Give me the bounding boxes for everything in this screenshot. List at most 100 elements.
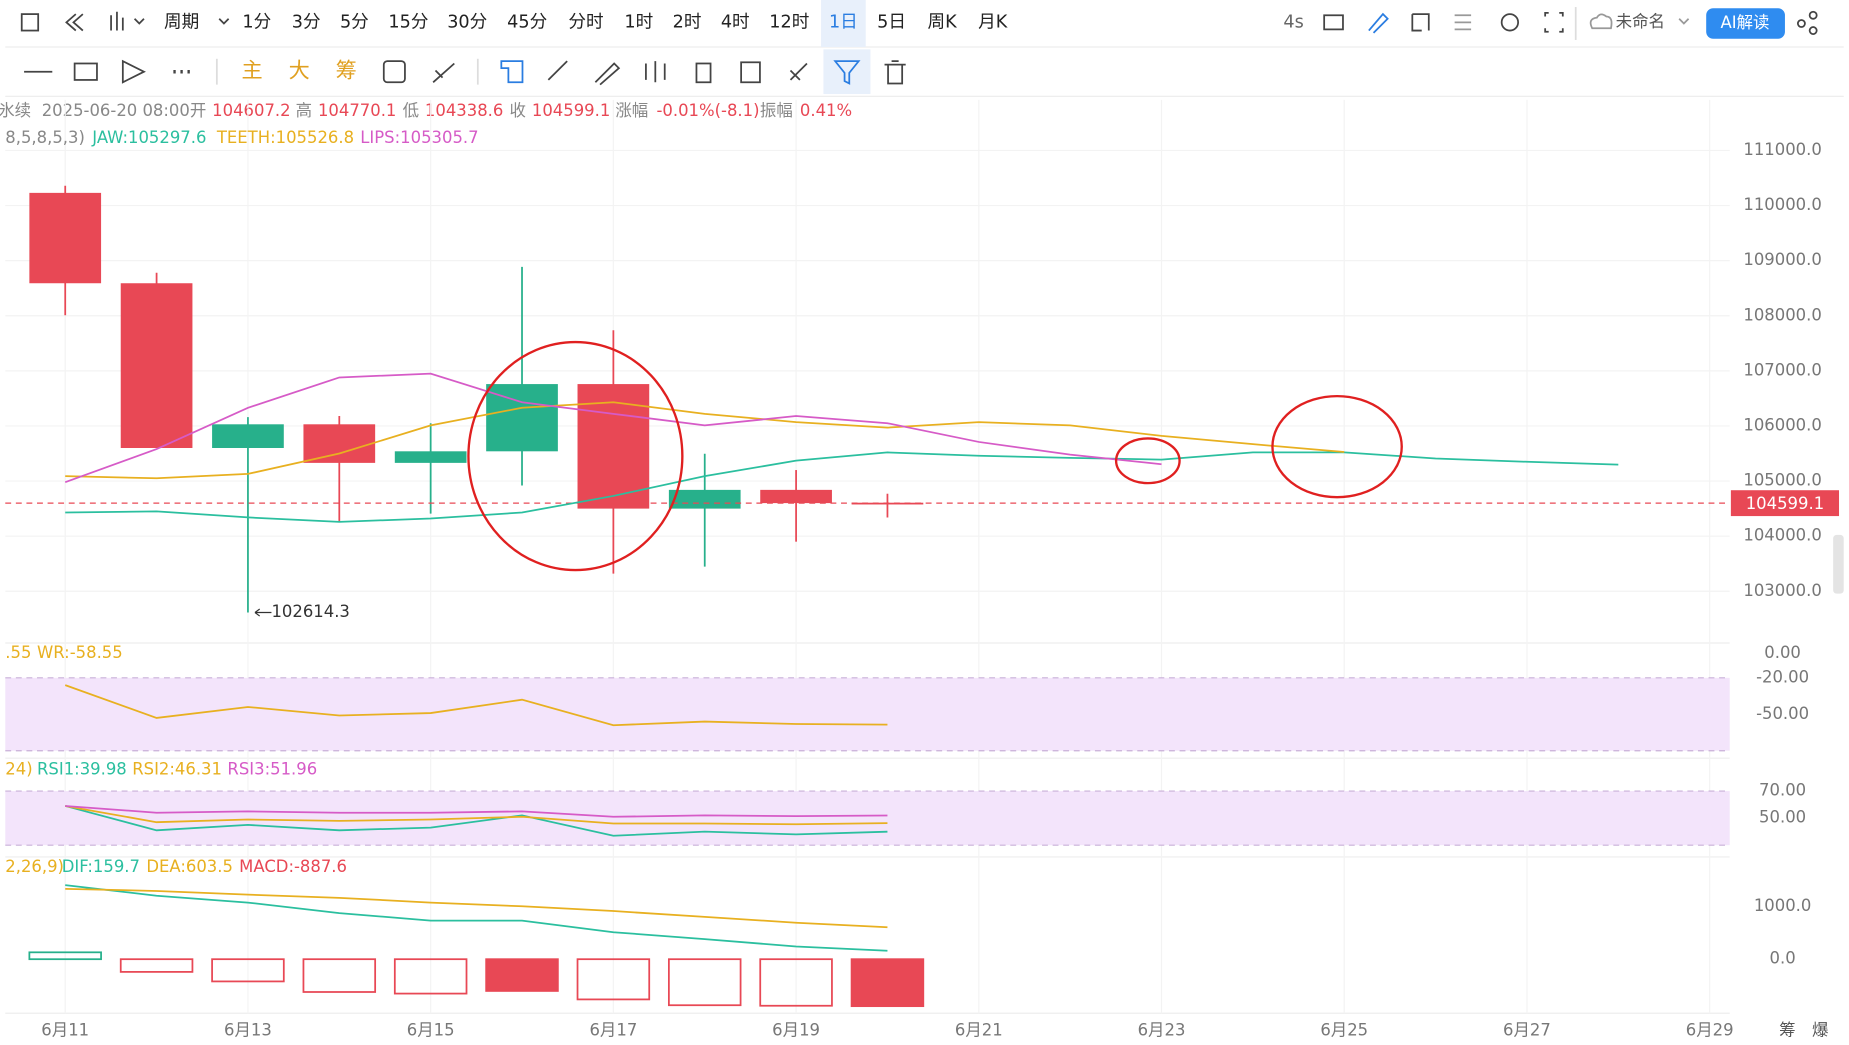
y-tick-label: -50.00: [1756, 704, 1809, 723]
main-tool[interactable]: 大: [289, 58, 310, 83]
candle-body: [760, 489, 832, 504]
ai-button-label[interactable]: AI解读: [1720, 13, 1769, 32]
legend-entry: MACD:-887.6: [239, 857, 347, 876]
settings-icon[interactable]: [1500, 13, 1519, 32]
indicator-params: 2,26,9): [5, 857, 64, 876]
tool-icon[interactable]: [594, 62, 621, 86]
tool-icon[interactable]: [740, 61, 761, 84]
circle-annotation: [1271, 394, 1403, 499]
last-price-label: 104599.1: [1746, 494, 1824, 513]
window-icon[interactable]: [1411, 13, 1430, 32]
dropdown[interactable]: [1678, 18, 1690, 25]
draw-icon[interactable]: [1368, 12, 1389, 34]
interval-button[interactable]: 周K: [928, 12, 958, 32]
low-marker-arrow: [254, 608, 272, 617]
y-tick-label: -20.00: [1756, 667, 1809, 686]
delete-tool[interactable]: [884, 60, 906, 85]
corner-tool[interactable]: 筹: [1779, 1020, 1795, 1039]
camera-icon[interactable]: [1323, 14, 1344, 31]
info-label: 振幅: [760, 101, 793, 120]
candle-body: [303, 424, 376, 463]
interval-button[interactable]: 1日: [829, 12, 858, 32]
share-icon[interactable]: [1796, 19, 1806, 28]
interval-button[interactable]: 4时: [721, 11, 750, 32]
share-icon[interactable]: [1808, 26, 1818, 35]
tool-icon[interactable]: [547, 60, 568, 81]
legend-entry: RSI3:51.96: [227, 759, 317, 778]
interval-button[interactable]: 2时: [673, 11, 702, 32]
layout-icon[interactable]: [20, 13, 40, 32]
macd-bar: [576, 958, 651, 1001]
dropdown[interactable]: [218, 18, 230, 25]
main-tool[interactable]: 主: [242, 58, 263, 83]
share-icon[interactable]: [1808, 10, 1818, 20]
y-tick-label: 107000.0: [1743, 360, 1821, 379]
arrow-tool[interactable]: [121, 59, 146, 84]
ai-button[interactable]: [1706, 8, 1785, 39]
low-value-label: 102614.3: [271, 602, 349, 621]
layout-name[interactable]: 未命名: [1616, 12, 1665, 31]
interval-button[interactable]: 分时: [568, 11, 603, 32]
interval-button[interactable]: 5日: [877, 12, 906, 32]
macd-bar: [302, 958, 377, 993]
scroll-handle[interactable]: [1833, 534, 1844, 594]
rect-tool[interactable]: [73, 62, 98, 81]
indicator-line: [65, 805, 888, 826]
tool-icon[interactable]: [500, 60, 524, 84]
interval-button[interactable]: 30分: [447, 11, 487, 32]
back-icon[interactable]: [65, 13, 84, 32]
corner-tool[interactable]: 爆: [1812, 1020, 1829, 1039]
list-icon[interactable]: [1454, 14, 1472, 31]
macd-bar: [759, 958, 833, 1007]
macd-bar: [850, 958, 925, 1008]
indicator-line: [65, 805, 888, 818]
fullscreen-icon[interactable]: [1544, 12, 1564, 33]
filter-tool[interactable]: [833, 60, 861, 85]
x-tick-label: 6月21: [955, 1020, 1003, 1039]
tool-icon[interactable]: [789, 62, 808, 81]
period-menu[interactable]: 周期: [164, 11, 199, 32]
x-tick-label: 6月13: [224, 1020, 272, 1039]
macd-bar: [211, 958, 285, 983]
legend-entry: TEETH:105526.8: [216, 128, 354, 147]
interval-button[interactable]: 12时: [769, 11, 809, 32]
tool-icon[interactable]: [695, 62, 712, 84]
indicator-line: [65, 884, 888, 952]
active-tool-bg: [823, 49, 871, 95]
refresh-interval[interactable]: 4s: [1283, 12, 1303, 32]
interval-button[interactable]: 15分: [388, 11, 428, 32]
tool-icon[interactable]: [645, 61, 666, 83]
main-tool[interactable]: 筹: [336, 58, 357, 83]
interval-button[interactable]: 1时: [624, 11, 653, 32]
interval-button[interactable]: 3分: [292, 11, 321, 32]
tool-icon[interactable]: [432, 62, 455, 83]
cloud-icon[interactable]: [1589, 13, 1613, 30]
indicator-line: [64, 372, 1162, 483]
tool-icon[interactable]: [382, 60, 406, 84]
y-tick-label: 104000.0: [1743, 526, 1821, 545]
circle-annotation: [1114, 437, 1181, 485]
circle-annotation: [467, 340, 684, 572]
legend-entry: WR:-58.55: [37, 643, 123, 662]
y-tick-label: 108000.0: [1743, 305, 1821, 324]
macd-bar: [393, 958, 468, 995]
info-label: 高: [296, 101, 312, 120]
x-tick-label: 6月11: [41, 1020, 89, 1039]
info-label: 开: [190, 101, 206, 120]
y-tick-label: 103000.0: [1743, 581, 1821, 600]
selected-interval-bg: [821, 0, 866, 48]
interval-button[interactable]: 月K: [978, 12, 1008, 32]
macd-bar: [667, 958, 742, 1007]
y-tick-label: 105000.0: [1743, 471, 1821, 490]
interval-button[interactable]: 1分: [242, 11, 271, 32]
info-value: 0.41%: [800, 101, 852, 120]
macd-bar: [119, 958, 194, 973]
interval-button[interactable]: 45分: [507, 11, 547, 32]
chart-type-icon[interactable]: [110, 11, 145, 31]
interval-button[interactable]: 5分: [340, 11, 369, 32]
x-tick-label: 6月25: [1320, 1020, 1368, 1039]
legend-entry: DIF:159.7: [62, 857, 140, 876]
range-band: [5, 677, 1730, 751]
legend-entry: JAW:105297.6: [91, 128, 206, 147]
